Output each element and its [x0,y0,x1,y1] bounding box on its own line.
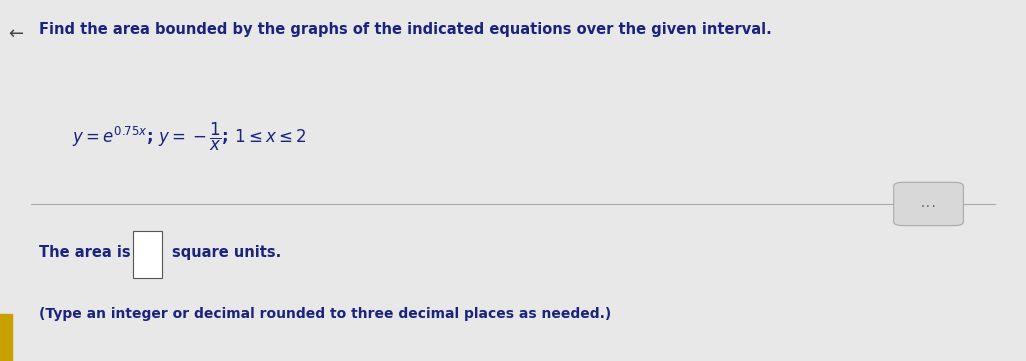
Text: Find the area bounded by the graphs of the indicated equations over the given in: Find the area bounded by the graphs of t… [39,22,772,37]
Bar [133,231,162,278]
Text: (Type an integer or decimal rounded to three decimal places as needed.): (Type an integer or decimal rounded to t… [39,307,611,321]
Text: The area is: The area is [39,245,130,260]
Text: $y=e^{0.75x}$; $y=-\dfrac{1}{x}$; $1\leq x\leq 2$: $y=e^{0.75x}$; $y=-\dfrac{1}{x}$; $1\leq… [72,121,307,153]
Text: ←: ← [8,25,24,43]
FancyBboxPatch shape [894,182,963,226]
Text: square units.: square units. [172,245,281,260]
Text: ...: ... [919,199,938,209]
